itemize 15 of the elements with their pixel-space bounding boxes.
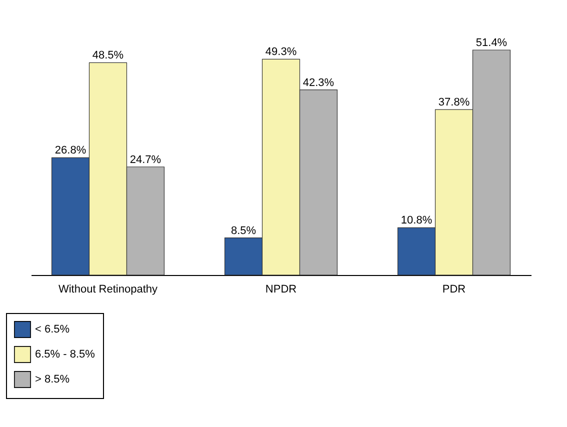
data-label: 49.3% xyxy=(265,46,297,58)
data-label: 37.8% xyxy=(438,96,470,109)
data-label: 10.8% xyxy=(400,214,432,227)
data-label: 8.5% xyxy=(230,224,256,237)
data-label: 42.3% xyxy=(302,76,334,89)
data-label: 24.7% xyxy=(130,154,162,166)
legend-label: 6.5% - 8.5% xyxy=(35,348,96,360)
x-tick-label: Without Retinopathy xyxy=(58,284,158,296)
x-tick-label: NPDR xyxy=(265,284,297,296)
data-label: 51.4% xyxy=(476,37,508,49)
x-tick-label: PDR xyxy=(442,284,466,296)
legend-label: > 8.5% xyxy=(35,374,70,386)
data-label: 26.8% xyxy=(54,144,86,157)
data-label: 48.5% xyxy=(92,50,124,62)
legend-label: < 6.5% xyxy=(35,324,70,336)
